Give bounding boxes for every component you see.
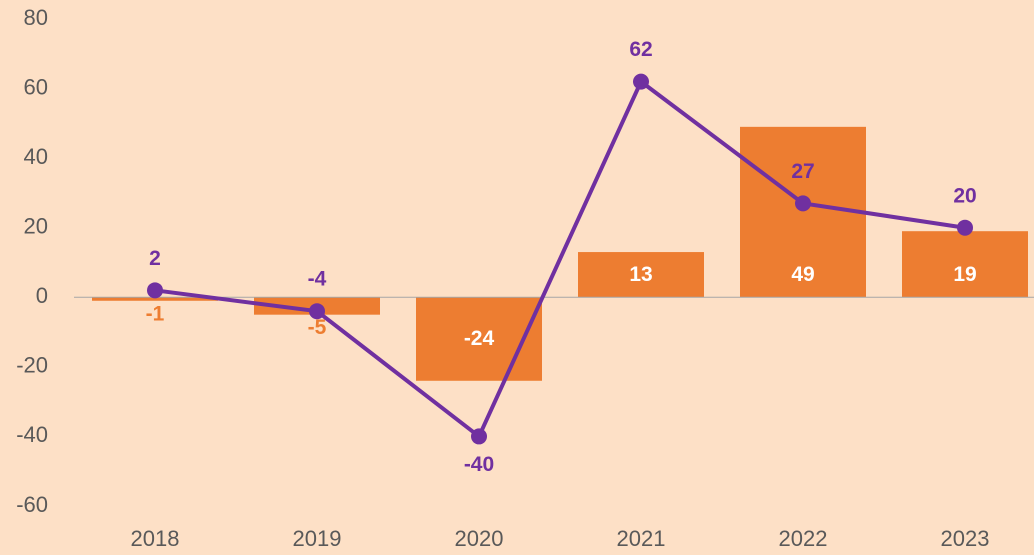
bar	[416, 297, 542, 381]
line-point	[471, 428, 487, 445]
line-point	[309, 303, 325, 320]
line-point	[957, 219, 973, 236]
bar	[902, 231, 1028, 298]
line-label: -4	[308, 268, 327, 291]
y-tick-label: 0	[36, 283, 48, 308]
bar	[740, 126, 866, 298]
y-tick-label: 40	[24, 144, 48, 169]
bar-label: 13	[629, 263, 652, 286]
x-tick-label: 2020	[455, 526, 504, 551]
y-tick-label: 60	[24, 74, 48, 99]
y-tick-label: -60	[16, 492, 48, 517]
bar	[92, 297, 218, 301]
bar-label: -5	[308, 316, 327, 339]
x-tick-label: 2018	[131, 526, 180, 551]
y-tick-label: -20	[16, 353, 48, 378]
y-tick-label: -40	[16, 422, 48, 447]
line-label: 2	[149, 247, 161, 270]
bar-label: -24	[464, 327, 495, 350]
bar	[578, 252, 704, 298]
line-label: 27	[791, 160, 814, 183]
bar-label: -1	[146, 302, 165, 325]
bar-label: 19	[953, 263, 976, 286]
line-label: -40	[464, 453, 494, 476]
x-tick-label: 2021	[617, 526, 666, 551]
x-tick-label: 2022	[779, 526, 828, 551]
line-point	[795, 195, 811, 212]
line-point	[147, 282, 163, 299]
line-point	[633, 73, 649, 90]
x-tick-label: 2019	[293, 526, 342, 551]
line	[154, 78, 966, 440]
line-label: 62	[629, 38, 652, 61]
y-tick-label: 80	[24, 5, 48, 30]
x-tick-label: 2023	[941, 526, 990, 551]
bar-label: 49	[791, 263, 814, 286]
line-label: 20	[953, 184, 976, 207]
y-tick-label: 20	[24, 214, 48, 239]
